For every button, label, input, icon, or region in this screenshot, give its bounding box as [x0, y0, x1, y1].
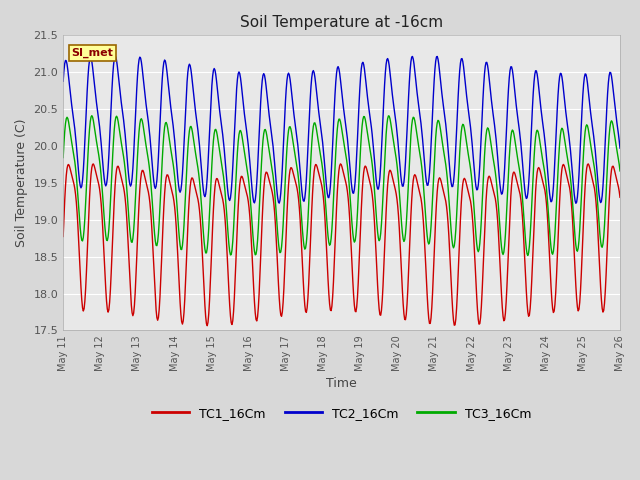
TC3_16Cm [214, 132, 221, 138]
TC3_16Cm [60, 155, 67, 160]
TC1_16Cm [69, 178, 77, 184]
TC3_16Cm [184, 146, 192, 152]
TC1_16Cm [427, 315, 435, 321]
TC3_16Cm [426, 233, 434, 239]
TC2_16Cm [69, 113, 77, 119]
TC2_16Cm [184, 69, 192, 75]
TC1_16Cm [127, 290, 134, 296]
TC3_16Cm [410, 115, 418, 120]
TC2_16Cm [426, 158, 434, 164]
X-axis label: Time: Time [326, 377, 357, 390]
Y-axis label: Soil Temperature (C): Soil Temperature (C) [15, 119, 28, 247]
Title: Soil Temperature at -16cm: Soil Temperature at -16cm [240, 15, 443, 30]
TC1_16Cm [337, 161, 344, 167]
TC3_16Cm [88, 113, 95, 119]
TC3_16Cm [127, 239, 135, 245]
TC1_16Cm [411, 172, 419, 178]
TC1_16Cm [60, 234, 67, 240]
TC1_16Cm [214, 176, 221, 181]
TC2_16Cm [214, 85, 221, 91]
Line: TC3_16Cm: TC3_16Cm [63, 116, 620, 255]
TC3_16Cm [69, 148, 77, 154]
TC2_16Cm [572, 201, 580, 206]
TC3_16Cm [524, 252, 532, 258]
Line: TC1_16Cm: TC1_16Cm [63, 164, 620, 326]
TC2_16Cm [410, 61, 418, 67]
TC2_16Cm [111, 53, 119, 59]
TC1_16Cm [616, 194, 624, 200]
Legend: TC1_16Cm, TC2_16Cm, TC3_16Cm: TC1_16Cm, TC2_16Cm, TC3_16Cm [147, 402, 536, 425]
TC2_16Cm [60, 78, 67, 84]
Text: SI_met: SI_met [72, 48, 113, 58]
TC2_16Cm [616, 145, 624, 151]
TC3_16Cm [616, 168, 624, 174]
Line: TC2_16Cm: TC2_16Cm [63, 56, 620, 204]
TC2_16Cm [127, 181, 135, 187]
TC1_16Cm [204, 323, 211, 329]
TC1_16Cm [183, 242, 191, 248]
